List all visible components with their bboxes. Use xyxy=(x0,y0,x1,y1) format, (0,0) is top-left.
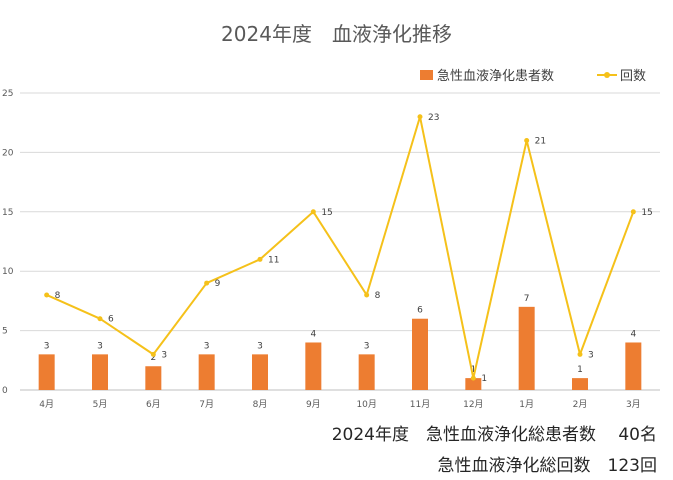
line-point xyxy=(630,209,636,215)
bar xyxy=(625,342,642,390)
bar-data-label: 1 xyxy=(577,365,583,375)
bar-data-label: 7 xyxy=(524,294,530,304)
x-tick-label: 11月 xyxy=(410,399,430,410)
x-tick-label: 1月 xyxy=(519,399,534,410)
bar-data-label: 3 xyxy=(97,341,103,351)
line-point xyxy=(97,316,103,322)
x-tick-label: 6月 xyxy=(146,399,161,410)
y-tick-label: 15 xyxy=(2,208,13,218)
chart-title: 2024年度 血液浄化推移 xyxy=(221,22,452,46)
line-data-label: 9 xyxy=(215,279,221,289)
bar-data-label: 3 xyxy=(44,341,50,351)
line-point xyxy=(44,292,50,298)
line-point xyxy=(417,114,423,120)
bar-data-label: 3 xyxy=(204,341,210,351)
line-data-label: 11 xyxy=(268,255,279,265)
bar xyxy=(145,366,162,390)
bar-data-label: 3 xyxy=(257,341,263,351)
y-tick-label: 10 xyxy=(2,267,14,277)
legend-swatch-line xyxy=(597,70,617,80)
x-tick-label: 2月 xyxy=(573,399,588,410)
x-tick-label: 3月 xyxy=(626,399,641,410)
line-point xyxy=(470,375,476,381)
legend-swatch-bar xyxy=(420,69,433,80)
line-series xyxy=(46,115,635,380)
bar-data-label: 6 xyxy=(417,306,423,316)
legend-item-patients: 急性血液浄化患者数 xyxy=(420,65,554,84)
line-point xyxy=(524,138,530,144)
summary-total-sessions: 急性血液浄化総回数 123回 xyxy=(437,456,657,476)
line-data-label: 8 xyxy=(55,291,61,301)
bar xyxy=(305,342,322,390)
bar-data-label: 1 xyxy=(470,365,476,375)
bar-data-label: 3 xyxy=(364,341,370,351)
bar-data-label: 4 xyxy=(310,329,316,339)
legend-label-patients: 急性血液浄化患者数 xyxy=(437,69,555,84)
line-data-label: 15 xyxy=(321,208,332,218)
x-tick-label: 10月 xyxy=(356,399,376,410)
line-data-label: 3 xyxy=(161,350,167,360)
y-tick-label: 20 xyxy=(2,148,14,158)
summary-total-patients: 2024年度 急性血液浄化総患者数 40名 xyxy=(331,425,657,445)
line-point xyxy=(364,292,370,298)
bar xyxy=(198,354,215,390)
bar-data-label: 4 xyxy=(630,329,636,339)
line-point xyxy=(257,256,263,262)
line-point xyxy=(577,351,583,357)
line-data-label: 3 xyxy=(588,350,594,360)
bar xyxy=(92,354,108,390)
line-data-label: 23 xyxy=(428,113,439,123)
line-data-label: 6 xyxy=(108,315,114,325)
bar-data-label: 2 xyxy=(150,353,156,363)
line-data-label: 21 xyxy=(535,137,546,147)
y-tick-label: 25 xyxy=(2,89,13,99)
y-tick-label: 5 xyxy=(2,327,8,337)
bar xyxy=(358,354,375,390)
line-data-label: 8 xyxy=(375,291,381,301)
line-point xyxy=(150,351,156,357)
bar xyxy=(465,378,482,390)
bar xyxy=(412,318,428,390)
line-point xyxy=(204,280,210,286)
x-tick-label: 7月 xyxy=(199,399,214,410)
line-data-label: 15 xyxy=(641,208,652,218)
bar xyxy=(252,354,268,390)
y-tick-label: 0 xyxy=(2,386,8,396)
bar xyxy=(38,354,55,390)
line-data-label: 1 xyxy=(481,374,487,384)
legend-item-count: 回数 xyxy=(597,65,646,84)
x-tick-label: 5月 xyxy=(93,399,108,410)
x-tick-label: 12月 xyxy=(463,399,483,410)
line-point xyxy=(310,209,316,215)
x-tick-label: 9月 xyxy=(306,399,321,410)
bar xyxy=(572,378,588,390)
x-tick-label: 8月 xyxy=(253,399,268,410)
x-tick-label: 4月 xyxy=(39,399,54,410)
legend-label-count: 回数 xyxy=(620,69,647,84)
bar xyxy=(518,306,535,390)
